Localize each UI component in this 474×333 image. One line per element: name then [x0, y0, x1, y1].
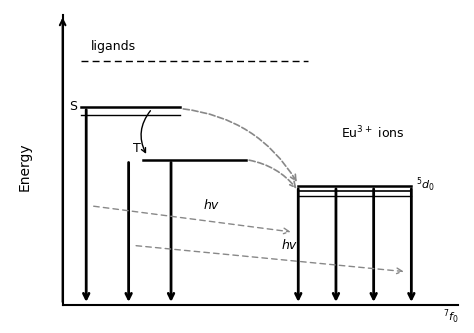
Text: hv: hv	[281, 239, 296, 252]
FancyArrowPatch shape	[249, 160, 295, 187]
Text: S: S	[69, 101, 77, 114]
Text: hv: hv	[203, 199, 219, 212]
Text: $^7f_0$: $^7f_0$	[443, 308, 458, 326]
Text: $^5d_0$: $^5d_0$	[416, 175, 435, 193]
Text: T: T	[133, 142, 140, 155]
FancyArrowPatch shape	[141, 111, 150, 153]
Text: ligands: ligands	[91, 40, 136, 53]
Text: Eu$^{3+}$ ions: Eu$^{3+}$ ions	[341, 125, 404, 142]
FancyArrowPatch shape	[183, 109, 296, 180]
Text: Energy: Energy	[18, 142, 32, 190]
